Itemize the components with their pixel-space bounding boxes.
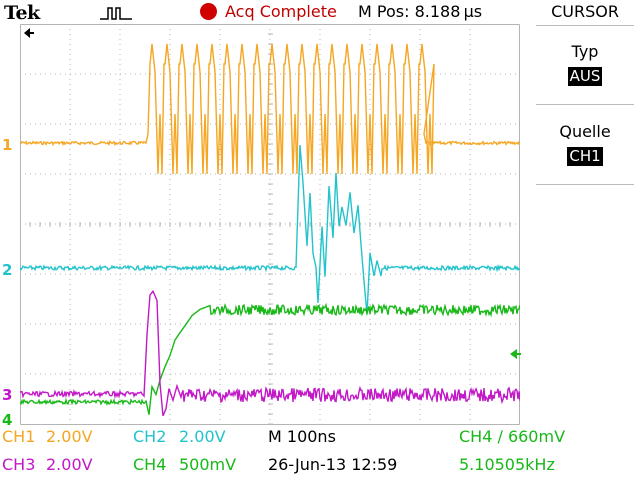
ch1-ground-marker[interactable]: 1 <box>2 136 13 154</box>
timebase-setting: M 100ns <box>268 427 336 446</box>
cursor-source-button[interactable]: CH1 <box>530 146 640 166</box>
ch1-waveform <box>20 43 520 175</box>
cursor-type-value[interactable]: AUS <box>567 67 603 86</box>
ch3-scale: 2.00V <box>46 455 93 474</box>
ch4-label: CH4 <box>133 455 167 474</box>
ch2-waveform <box>20 144 520 315</box>
ch2-label: CH2 <box>133 427 167 446</box>
ch3-waveform <box>20 289 520 417</box>
status-header: Tek Acq Complete M Pos: 8.188 µs <box>0 0 530 24</box>
trigger-position-marker <box>24 28 34 38</box>
cursor-menu: CURSOR Typ AUS Quelle CH1 <box>530 0 640 425</box>
cursor-source-value[interactable]: CH1 <box>567 147 603 166</box>
channel-status-bar: CH1 2.00V CH2 2.00V M 100ns CH4 ∕ 660mV … <box>0 425 640 480</box>
ch1-scale: 2.00V <box>46 427 93 446</box>
acquisition-status-icon <box>200 3 217 20</box>
cursor-type-button[interactable]: AUS <box>530 66 640 86</box>
cursor-source-label[interactable]: Quelle <box>559 122 611 141</box>
trigger-level-marker[interactable] <box>508 347 522 361</box>
ch4-scale: 500mV <box>179 455 237 474</box>
ch1-label: CH1 <box>2 427 36 446</box>
ch3-label: CH3 <box>2 455 36 474</box>
ch4-ground-marker[interactable]: 4 <box>2 411 13 429</box>
horizontal-position: M Pos: 8.188 µs <box>358 2 483 21</box>
cursor-type-label[interactable]: Typ <box>571 42 599 61</box>
ch3-ground-marker[interactable]: 3 <box>2 386 13 404</box>
waveform-display <box>20 24 520 425</box>
ch2-scale: 2.00V <box>179 427 226 446</box>
ch4-waveform <box>20 302 520 415</box>
graticule <box>20 24 520 425</box>
trigger-setting: CH4 ∕ 660mV <box>459 427 566 446</box>
trigger-frequency: 5.10505kHz <box>459 455 555 474</box>
acquisition-status: Acq Complete <box>225 2 337 21</box>
brand-logo: Tek <box>4 2 40 24</box>
menu-divider <box>536 25 634 26</box>
date-time: 26-Jun-13 12:59 <box>268 455 398 474</box>
menu-title: CURSOR <box>551 2 619 21</box>
ch2-ground-marker[interactable]: 2 <box>2 261 13 279</box>
menu-divider <box>536 104 634 105</box>
menu-divider <box>536 184 634 185</box>
pulse-trigger-icon <box>100 7 132 20</box>
